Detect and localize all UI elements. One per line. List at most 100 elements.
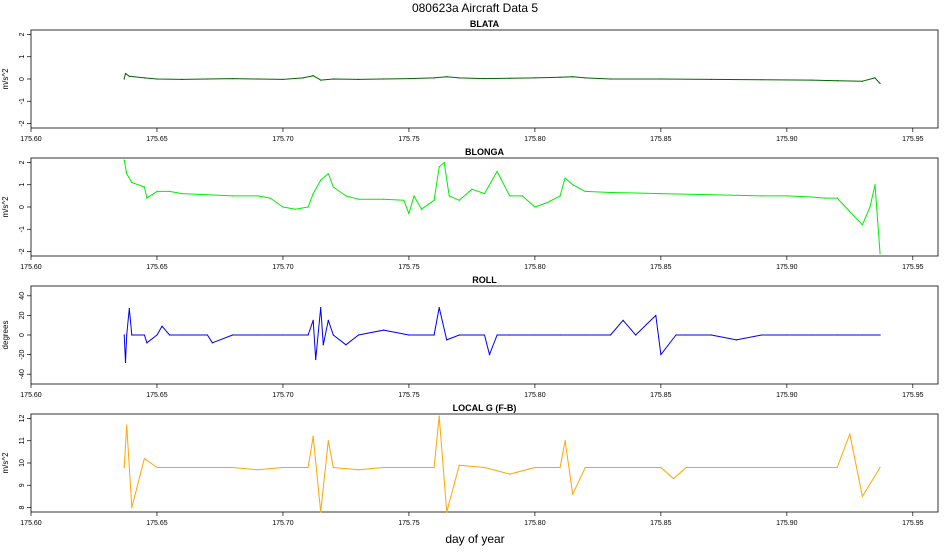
data-point: [126, 424, 128, 426]
data-point: [181, 193, 183, 195]
data-point: [320, 79, 322, 81]
data-point: [206, 334, 208, 336]
data-point: [458, 199, 460, 201]
data-point: [438, 415, 440, 417]
x-tick-label: 175.65: [146, 392, 168, 399]
data-point: [257, 334, 259, 336]
x-tick-label: 175.75: [398, 520, 420, 527]
data-point: [420, 208, 423, 210]
data-point: [483, 466, 486, 469]
data-point: [408, 213, 410, 215]
data-point: [282, 334, 284, 336]
x-tick-label: 175.80: [524, 520, 546, 527]
data-point: [282, 466, 284, 469]
data-point: [143, 77, 145, 79]
x-tick-label: 175.85: [650, 264, 672, 271]
data-point: [231, 466, 234, 469]
data-point: [357, 198, 360, 200]
data-point: [572, 493, 574, 495]
data-point: [849, 433, 851, 435]
data-point: [458, 334, 460, 336]
data-point: [564, 440, 566, 442]
panel-2: ROLL degrees 175.60 175.65 175.70 175.75 175.8…: [1, 275, 939, 399]
data-point: [448, 195, 450, 197]
x-tick-label: 175.80: [524, 264, 546, 271]
data-point: [811, 334, 813, 336]
data-point: [811, 196, 813, 198]
panel-title: BLONGA: [465, 147, 504, 157]
data-point: [327, 172, 329, 175]
data-point: [156, 334, 158, 336]
panel-3: LOCAL G (F-B) m/s^2 175.60 175.65 175.70 175.…: [1, 403, 939, 527]
data-point: [458, 464, 460, 466]
data-point: [879, 334, 881, 336]
data-point: [168, 334, 171, 336]
y-tick-label: 10: [19, 459, 26, 467]
y-axis-label: m/s^2: [1, 452, 10, 474]
data-point: [786, 195, 788, 197]
x-tick-label: 175.85: [650, 392, 672, 399]
data-point: [124, 361, 127, 364]
panel-0: BLATA m/s^2 175.60 175.65 175.70 175.75 175.80…: [1, 19, 939, 143]
x-axis-label: day of year: [445, 532, 504, 546]
data-point: [660, 193, 662, 195]
data-point: [488, 354, 491, 356]
data-point: [836, 80, 838, 82]
data-point: [408, 77, 410, 80]
y-tick-label: -1: [19, 226, 26, 232]
data-point: [786, 334, 788, 336]
y-tick-label: -2: [19, 120, 26, 126]
x-tick-label: 175.60: [20, 264, 42, 271]
data-point: [710, 334, 712, 336]
data-point: [302, 77, 304, 79]
data-point: [433, 77, 435, 79]
y-tick-label: 1: [19, 183, 26, 187]
data-point: [761, 195, 763, 197]
x-tick-label: 175.75: [398, 392, 420, 399]
panel-title: BLATA: [470, 19, 500, 29]
data-point: [735, 339, 738, 341]
data-point: [471, 188, 473, 190]
y-tick-label: -40: [19, 369, 26, 379]
y-tick-label: -1: [19, 98, 26, 104]
data-point: [572, 184, 574, 186]
x-tick-label: 175.70: [272, 136, 294, 143]
data-point: [710, 466, 712, 469]
y-tick-label: 0: [19, 333, 26, 337]
data-point: [836, 334, 838, 336]
data-point: [564, 177, 566, 179]
data-point: [861, 224, 864, 226]
data-point: [206, 466, 208, 469]
data-point: [879, 82, 881, 85]
data-point: [761, 466, 763, 469]
data-point: [282, 78, 284, 81]
data-point: [509, 77, 511, 79]
data-point: [660, 78, 662, 80]
data-point: [446, 339, 448, 341]
x-tick-label: 175.60: [20, 520, 42, 527]
x-tick-label: 175.90: [776, 392, 798, 399]
data-point: [332, 334, 334, 336]
data-point: [383, 78, 385, 80]
data-point: [123, 159, 125, 161]
data-point: [131, 334, 133, 336]
x-tick-label: 175.95: [902, 264, 924, 271]
data-point: [231, 334, 234, 336]
data-point: [584, 77, 586, 79]
data-point: [408, 466, 410, 469]
series-line-0: [123, 415, 881, 513]
data-point: [672, 477, 675, 480]
data-point: [622, 319, 624, 321]
data-point: [879, 253, 881, 255]
data-point: [509, 473, 511, 475]
y-tick-label: 9: [19, 483, 26, 487]
x-tick-label: 175.90: [776, 136, 798, 143]
data-point: [483, 334, 486, 336]
y-axis-label: degrees: [1, 321, 10, 350]
x-tick-label: 175.90: [776, 520, 798, 527]
x-tick-label: 175.60: [20, 392, 42, 399]
data-point: [131, 506, 133, 509]
y-tick-label: 11: [19, 437, 26, 444]
x-tick-label: 175.95: [902, 136, 924, 143]
x-tick-label: 175.95: [902, 392, 924, 399]
